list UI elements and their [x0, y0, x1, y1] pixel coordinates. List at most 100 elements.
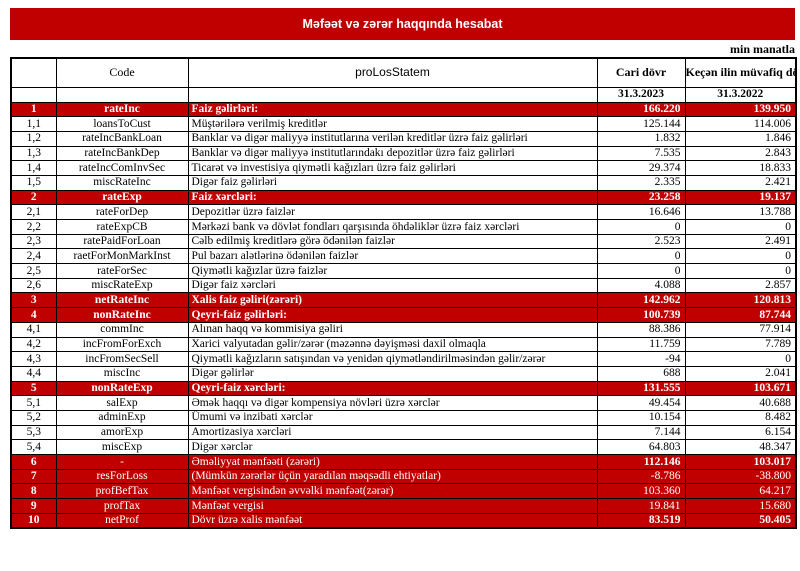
row-num-cell: 4,1 [10, 321, 57, 338]
code-cell: rateExp [55, 189, 189, 206]
desc-cell: Faiz gəlirləri: [187, 101, 598, 118]
code-cell: adminExp [55, 409, 189, 426]
row-num-cell: 1,2 [10, 130, 57, 147]
desc-cell: Ticarət və investisiya qiymətli kağızlar… [187, 160, 598, 176]
table-row: 1,1 loansToCust Müştərilərə verilmiş kredi… [10, 116, 797, 132]
desc-cell: Qeyri-faiz xərcləri: [187, 380, 598, 397]
previous-value-cell: 8.482 [684, 409, 797, 426]
desc-cell: Əməliyyat mənfəəti (zərəri) [187, 454, 598, 470]
table-row: 5,4 miscExp Digər xərclər 64.803 48.347 [10, 439, 797, 455]
previous-value-cell: 18.833 [684, 160, 797, 176]
row-num-cell: 7 [10, 468, 57, 485]
desc-cell: Depozitlər üzrə faizlər [187, 204, 598, 220]
code-cell: resForLoss [55, 468, 189, 485]
profit-loss-table: Code proLosStatem Cari dövr Keçən ilin m… [10, 57, 797, 529]
previous-value-cell: 0 [684, 248, 797, 265]
row-num-cell: 5,2 [10, 409, 57, 426]
previous-value-cell: 77.914 [684, 321, 797, 338]
previous-value-cell: 1.846 [684, 130, 797, 147]
current-value-cell: 49.454 [596, 395, 686, 411]
table-header: Code proLosStatem Cari dövr Keçən ilin m… [10, 57, 797, 103]
row-num-cell: 5,4 [10, 439, 57, 455]
code-cell: netRateInc [55, 292, 189, 309]
code-cell: rateExpCB [55, 219, 189, 235]
row-num-cell: 4,3 [10, 351, 57, 367]
header-num-cell [10, 57, 57, 88]
current-value-cell: 131.555 [596, 380, 686, 397]
previous-value-cell: 15.680 [684, 498, 797, 514]
row-num-cell: 2,4 [10, 248, 57, 265]
code-cell: rateIncBankLoan [55, 130, 189, 147]
code-cell: amorExp [55, 424, 189, 441]
desc-cell: Dövr üzrə xalis mənfəət [187, 512, 598, 529]
desc-cell: Mərkəzi bank və dövlət fondları qarşısın… [187, 219, 598, 235]
table-row: 4,1 commInc Alınan haqq və kommisiya gəlir… [10, 321, 797, 338]
current-value-cell: 88.386 [596, 321, 686, 338]
desc-cell: Digər gəlirlər [187, 365, 598, 382]
code-cell: netProf [55, 512, 189, 529]
desc-cell: Digər xərclər [187, 439, 598, 455]
table-row: 4,4 miscInc Digər gəlirlər 688 2.041 [10, 365, 797, 382]
previous-value-cell: 7.789 [684, 336, 797, 353]
table-row: 6- Əməliyyat mənfəəti (zərəri) 112.146 103.… [10, 454, 797, 470]
row-num-cell: 1,3 [10, 145, 57, 162]
code-cell: miscExp [55, 439, 189, 455]
subheader-desc-cell [187, 86, 598, 103]
current-value-cell: 10.154 [596, 409, 686, 426]
previous-value-cell: 2.857 [684, 277, 797, 294]
current-value-cell: 103.360 [596, 483, 686, 500]
code-cell: loansToCust [55, 116, 189, 132]
current-value-cell: 19.841 [596, 498, 686, 514]
current-value-cell: 2.523 [596, 233, 686, 250]
desc-cell: Cəlb edilmiş kreditlərə görə ödənilən fa… [187, 233, 598, 250]
previous-value-cell: 103.017 [684, 454, 797, 470]
table-row: 4,2 incFromForExch Xarici valyutadan gəlir… [10, 336, 797, 353]
table-row: 2,2 rateExpCB Mərkəzi bank və dövlət fondl… [10, 219, 797, 235]
code-cell: salExp [55, 395, 189, 411]
row-num-cell: 2,1 [10, 204, 57, 220]
previous-value-cell: 114.006 [684, 116, 797, 132]
code-cell: rateForSec [55, 263, 189, 279]
previous-value-cell: 120.813 [684, 292, 797, 309]
previous-value-cell: 0 [684, 219, 797, 235]
code-cell: ratePaidForLoan [55, 233, 189, 250]
code-cell: rateIncBankDep [55, 145, 189, 162]
current-value-cell: 7.144 [596, 424, 686, 441]
header-previous-cell: Keçən ilin müvafiq dövrü [684, 57, 797, 88]
previous-value-cell: 87.744 [684, 307, 797, 323]
desc-cell: Banklar və digər maliyyə institutlarına … [187, 130, 598, 147]
previous-value-cell: 103.671 [684, 380, 797, 397]
current-value-cell: 142.962 [596, 292, 686, 309]
current-value-cell: 64.803 [596, 439, 686, 455]
row-num-cell: 2,5 [10, 263, 57, 279]
table-row: 2,1 rateForDep Depozitlər üzrə faizlər 16.6… [10, 204, 797, 220]
code-cell: miscRateExp [55, 277, 189, 294]
previous-value-cell: 0 [684, 263, 797, 279]
table-row: 1,5 miscRateInc Digər faiz gəlirləri 2.335 2… [10, 174, 797, 191]
code-cell: miscInc [55, 365, 189, 382]
table-row: 2 rateExp Faiz xərcləri: 23.258 19.137 [10, 189, 797, 206]
previous-value-cell: 0 [684, 351, 797, 367]
current-value-cell: 2.335 [596, 174, 686, 191]
code-cell: nonRateInc [55, 307, 189, 323]
desc-cell: Qiymətli kağızların satışından və yenidə… [187, 351, 598, 367]
code-cell: rateInc [55, 101, 189, 118]
table-row: 4,3 incFromSecSell Qiymətli kağızların sat… [10, 351, 797, 367]
current-value-cell: 7.535 [596, 145, 686, 162]
header-desc-cell: proLosStatem [187, 57, 598, 88]
previous-value-cell: 2.843 [684, 145, 797, 162]
current-value-cell: -94 [596, 351, 686, 367]
table-row: 2,6 miscRateExp Digər faiz xərcləri 4.088 2.… [10, 277, 797, 294]
table-row: 2,5 rateForSec Qiymətli kağızlar üzrə faiz… [10, 263, 797, 279]
current-value-cell: 1.832 [596, 130, 686, 147]
code-cell: rateForDep [55, 204, 189, 220]
desc-cell: Digər faiz xərcləri [187, 277, 598, 294]
report-title-banner: Məfəət və zərər haqqında hesabat [10, 8, 795, 40]
desc-cell: Mənfəət vergisi [187, 498, 598, 514]
row-num-cell: 2 [10, 189, 57, 206]
subheader-num-cell [10, 86, 57, 103]
current-value-cell: 29.374 [596, 160, 686, 176]
code-cell: profBefTax [55, 483, 189, 500]
previous-value-cell: 6.154 [684, 424, 797, 441]
